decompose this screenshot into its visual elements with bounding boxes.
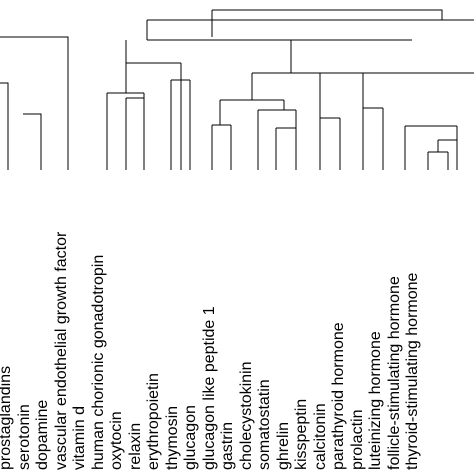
leaf-label: cholecystokinin: [238, 362, 255, 471]
leaf-label: prostaglandins: [0, 366, 14, 470]
leaf-label: ghrelin: [275, 422, 292, 470]
leaf-label: follicle-stimulating hormone: [386, 276, 403, 470]
leaf-label: glucagon like peptide 1: [201, 306, 218, 470]
dendrogram-branches: [0, 9, 474, 170]
leaf-label: parathyroid hormone: [330, 322, 347, 470]
leaf-label: dopamine: [34, 400, 51, 470]
leaf-label: kisspeptin: [293, 399, 310, 470]
leaf-labels: prostaglandins serotonin dopamine vascular …: [0, 231, 421, 470]
leaf-label: oxytocin: [108, 411, 125, 470]
leaf-label: thyroid-stimulating hormone: [404, 272, 421, 470]
leaf-label: relaxin: [127, 423, 144, 470]
leaf-label: calcitonin: [312, 403, 329, 470]
branch-prostaglandins-stub: [0, 82, 9, 170]
leaf-label: human chorionic gonadotropin: [90, 255, 107, 470]
branch-serotonin-dopamine: [23, 113, 42, 170]
branch-left-group: [0, 36, 69, 170]
leaf-label: vitamin d: [71, 406, 88, 470]
branch-root-cap: [212, 9, 443, 20]
leaf-label: thymosin: [164, 406, 181, 470]
leaf-label: vascular endothelial growth factor: [53, 231, 70, 470]
leaf-label: gastrin: [219, 422, 236, 470]
leaf-label: prolactin: [349, 410, 366, 470]
leaf-label: somatostatin: [256, 379, 273, 470]
leaf-label: glucagon: [182, 405, 199, 470]
leaf-label: luteinizing hormone: [367, 331, 384, 470]
leaf-label: erythropoietin: [145, 373, 162, 470]
leaf-label: serotonin: [16, 404, 33, 470]
